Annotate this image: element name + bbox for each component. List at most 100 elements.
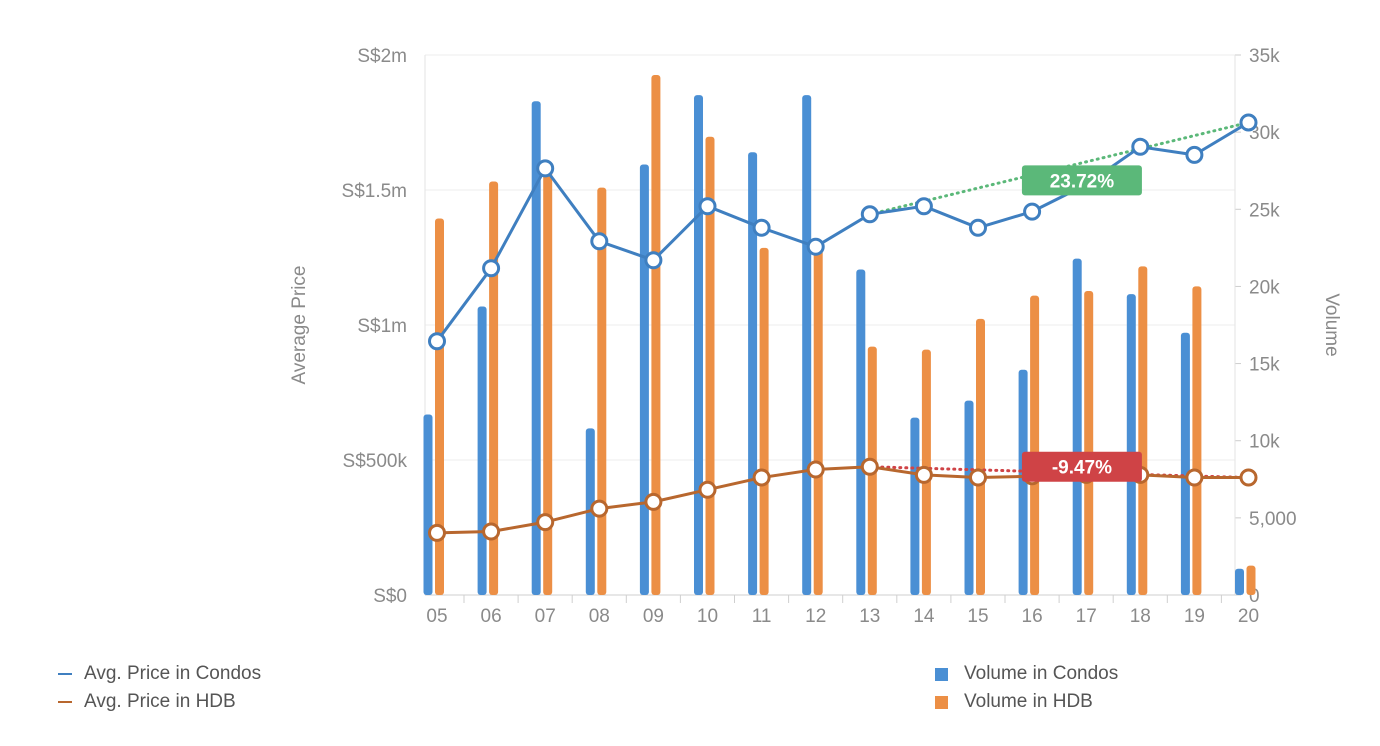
legend-swatch-condo-volume xyxy=(935,667,948,681)
point-price-hdb xyxy=(536,513,555,532)
point-price-condos xyxy=(752,218,771,237)
y-left-tick-label: S$1.5m xyxy=(342,181,407,202)
change-badge-text: 23.72% xyxy=(1050,171,1115,192)
y-right-tick-label: 0 xyxy=(1249,586,1260,607)
point-price-condos xyxy=(590,232,609,251)
y-left-tick-label: S$1m xyxy=(357,316,407,337)
y-left-axis-title: Average Price xyxy=(289,266,310,385)
point-price-condos xyxy=(1239,113,1258,132)
bar-volume-condos xyxy=(964,400,974,595)
x-tick-label: 08 xyxy=(589,606,610,627)
point-price-condos xyxy=(806,237,825,256)
bar-volume-condos xyxy=(856,269,866,595)
point-price-condos xyxy=(1023,202,1042,221)
line-price-condos xyxy=(435,121,1250,343)
bar-volume-hdb xyxy=(1246,565,1256,595)
bar-volume-condos xyxy=(1072,258,1082,595)
bar-volume-condos xyxy=(1018,369,1028,595)
bar-volume-hdb xyxy=(489,181,499,595)
change-badge xyxy=(1021,165,1142,196)
x-tick-label: 13 xyxy=(859,606,880,627)
y-right-tick-label: 20k xyxy=(1249,277,1280,298)
bar-volume-hdb xyxy=(1138,266,1148,595)
bar-volume-hdb xyxy=(1030,295,1040,595)
point-price-hdb xyxy=(1239,468,1258,487)
point-price-condos xyxy=(698,197,717,216)
bar-volume-condos xyxy=(423,414,433,595)
bar-volume-hdb xyxy=(813,247,823,595)
point-price-condos xyxy=(860,205,879,224)
legend-item-hdb-volume[interactable]: Volume in HDB xyxy=(935,688,1118,716)
x-tick-label: 05 xyxy=(426,606,447,627)
y-right-tick-label: 10k xyxy=(1249,432,1280,453)
bar-volume-hdb xyxy=(543,170,553,595)
x-tick-label: 15 xyxy=(967,606,988,627)
bar-legend: Volume in Condos Volume in HDB xyxy=(935,660,1118,716)
y-left-tick-label: S$500k xyxy=(343,451,408,472)
x-tick-label: 14 xyxy=(913,606,935,627)
x-tick-label: 06 xyxy=(481,606,502,627)
point-price-condos xyxy=(1131,137,1150,156)
legend-item-hdb-price[interactable]: Avg. Price in HDB xyxy=(58,688,261,716)
legend-item-condo-price[interactable]: Avg. Price in Condos xyxy=(58,660,261,688)
bar-volume-hdb xyxy=(1192,286,1202,595)
legend-label-hdb-volume: Volume in HDB xyxy=(964,691,1093,712)
y-left-tick-label: S$0 xyxy=(373,586,407,607)
legend-swatch-condo-price xyxy=(58,673,72,675)
point-price-condos xyxy=(969,218,987,237)
point-price-condos xyxy=(1185,145,1204,164)
x-tick-label: 16 xyxy=(1022,606,1043,627)
point-price-condos xyxy=(644,251,663,270)
bar-volume-condos xyxy=(477,306,487,595)
point-price-condos xyxy=(536,159,555,178)
point-price-condos xyxy=(428,332,446,351)
point-price-condos xyxy=(482,259,501,278)
legend-label-condo-volume: Volume in Condos xyxy=(964,663,1119,684)
bar-volume-hdb xyxy=(1084,291,1094,595)
point-price-hdb xyxy=(428,523,446,542)
bar-volume-hdb xyxy=(435,218,444,596)
change-badge-text: -9.47% xyxy=(1052,458,1112,479)
point-price-hdb xyxy=(590,499,609,518)
x-tick-label: 19 xyxy=(1184,606,1205,627)
x-tick-label: 17 xyxy=(1076,606,1097,627)
point-price-hdb xyxy=(806,460,825,479)
bar-volume-condos xyxy=(1180,332,1190,595)
bar-volume-hdb xyxy=(597,187,607,595)
point-price-hdb xyxy=(969,468,987,487)
y-right-tick-label: 35k xyxy=(1249,46,1280,67)
x-tick-label: 09 xyxy=(643,606,664,627)
y-right-tick-label: 5,000 xyxy=(1249,509,1297,530)
y-right-tick-label: 25k xyxy=(1249,200,1280,221)
y-right-tick-label: 15k xyxy=(1249,355,1280,376)
x-tick-label: 11 xyxy=(752,606,772,627)
bar-volume-hdb xyxy=(759,247,769,595)
price-volume-chart: S$0 S$500k S$1m S$1.5m S$2m 0 5,000 10k 15k 20k 25… xyxy=(289,46,1342,627)
legend-item-condo-volume[interactable]: Volume in Condos xyxy=(935,660,1118,688)
bar-volume-condos xyxy=(802,95,812,595)
bar-volume-hdb xyxy=(651,75,661,596)
legend-swatch-hdb-volume xyxy=(935,695,948,709)
y-right-axis-title: Volume xyxy=(1321,293,1342,356)
y-left-tick-label: S$2m xyxy=(357,46,407,67)
point-price-condos xyxy=(914,197,933,216)
change-badge xyxy=(1021,451,1142,482)
point-price-hdb xyxy=(752,468,771,487)
bar-volume-hdb xyxy=(976,318,985,595)
bar-volume-condos xyxy=(639,164,649,596)
point-price-hdb xyxy=(1185,468,1204,487)
point-price-hdb xyxy=(698,480,717,499)
legend-swatch-hdb-price xyxy=(58,701,72,703)
bar-volume-hdb xyxy=(705,136,715,595)
bar-volume-condos xyxy=(531,101,541,596)
trend-line xyxy=(868,121,1250,216)
legend-label-condo-price: Avg. Price in Condos xyxy=(84,663,262,684)
point-price-hdb xyxy=(860,457,879,476)
bar-volume-condos xyxy=(1126,294,1136,595)
legend-label-hdb-price: Avg. Price in HDB xyxy=(84,691,236,712)
x-tick-label: 12 xyxy=(805,606,826,627)
point-price-hdb xyxy=(644,492,663,511)
x-tick-label: 20 xyxy=(1238,606,1259,627)
bar-volume-condos xyxy=(748,152,758,595)
bar-volume-condos xyxy=(910,417,920,595)
